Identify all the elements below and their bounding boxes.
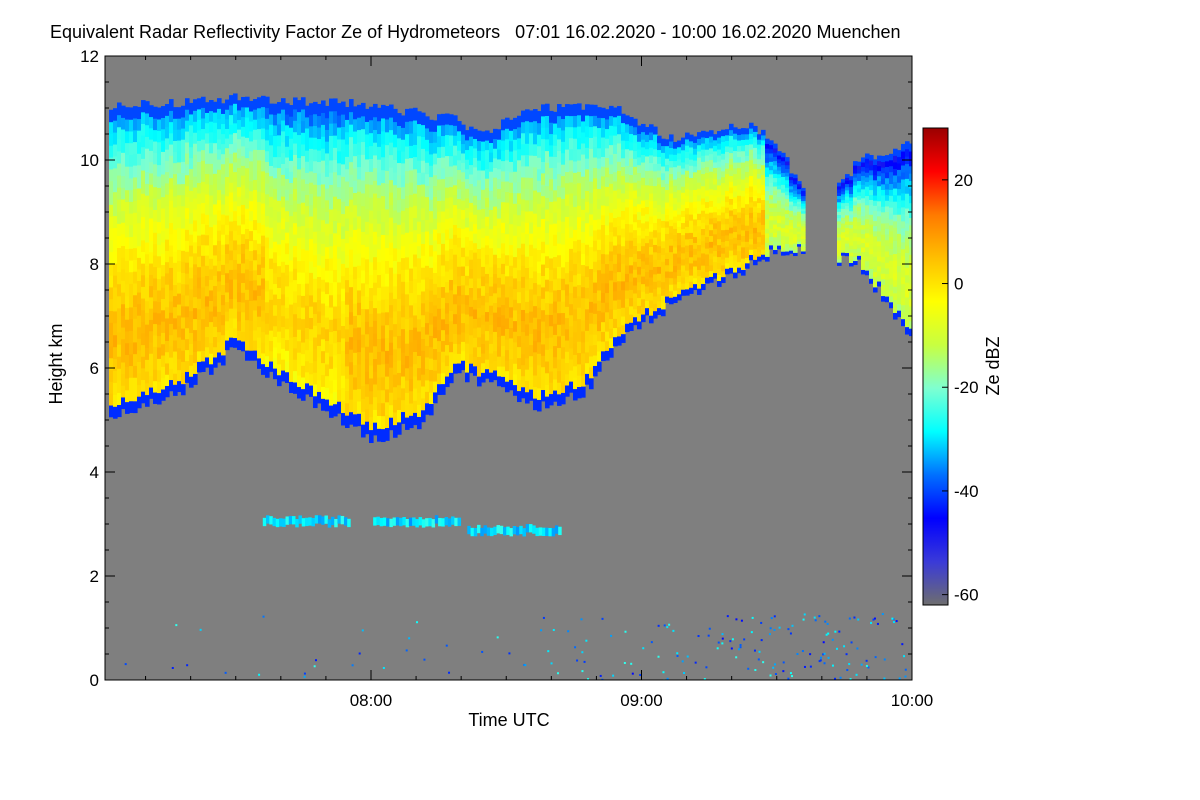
x-axis-label: Time UTC <box>468 710 549 730</box>
near-surface-clutter <box>124 613 907 680</box>
colorbar-tick-label: -20 <box>954 378 979 397</box>
y-tick-label: 6 <box>90 359 99 378</box>
y-tick-label: 12 <box>80 47 99 66</box>
colorbar-tick-label: -60 <box>954 586 979 605</box>
y-tick-label: 2 <box>90 567 99 586</box>
x-tick-label: 08:00 <box>350 691 393 710</box>
y-tick-label: 10 <box>80 151 99 170</box>
y-tick-label: 8 <box>90 255 99 274</box>
y-tick-label: 0 <box>90 671 99 690</box>
colorbar-tick-label: 20 <box>954 171 973 190</box>
x-tick-label: 09:00 <box>620 691 663 710</box>
chart-title: Equivalent Radar Reflectivity Factor Ze … <box>50 22 901 42</box>
colorbar-tick-label: -40 <box>954 482 979 501</box>
colorbar-tick-label: 0 <box>954 275 963 294</box>
reflectivity-field <box>109 93 912 680</box>
x-tick-label: 10:00 <box>891 691 934 710</box>
y-axis-label: Height km <box>46 323 66 404</box>
colorbar: 20 0 -20 -40 -60 <box>922 127 979 606</box>
main-cloud-layer <box>109 93 912 444</box>
y-tick-label: 4 <box>90 463 99 482</box>
colorbar-gradient <box>922 127 949 606</box>
thin-layer <box>262 515 562 537</box>
colorbar-label: Ze dBZ <box>983 336 1003 395</box>
